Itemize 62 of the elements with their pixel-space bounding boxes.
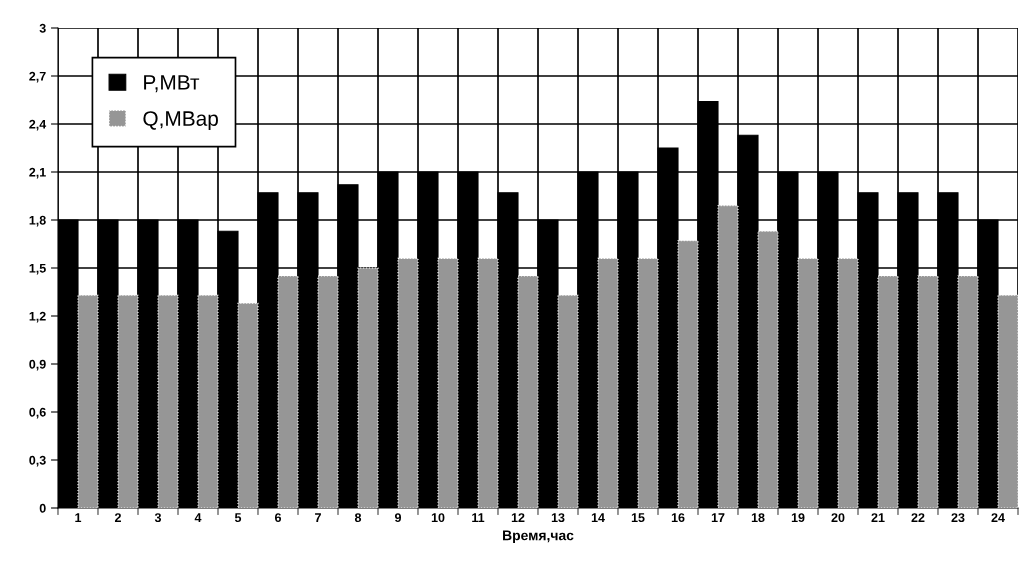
bar (277, 275, 299, 508)
legend-label: P,МВт (144, 75, 200, 93)
bar (437, 257, 459, 508)
x-tick-label: 4 (194, 513, 202, 522)
y-tick-label: 0,3 (29, 455, 46, 467)
x-tick-label: 20 (831, 513, 845, 523)
x-tick-label: 22 (911, 513, 925, 522)
bar (317, 275, 339, 508)
x-tick-label: 14 (591, 513, 605, 522)
y-tick-label: 2,4 (29, 119, 47, 131)
bar (397, 257, 419, 508)
bar (757, 230, 779, 508)
y-tick-label: 3 (39, 23, 46, 33)
y-tick-label: 1,8 (29, 215, 46, 227)
bar (997, 294, 1018, 508)
bar (237, 302, 259, 508)
y-tick-label: 0,6 (29, 407, 46, 419)
legend-label: Q,МВар (143, 111, 218, 131)
x-tick-label: 1 (75, 513, 82, 522)
x-tick-label: 17 (711, 513, 725, 522)
x-tick-label: 23 (951, 513, 965, 523)
y-tick-label: 1,2 (29, 311, 46, 323)
x-tick-label: 15 (631, 513, 645, 523)
x-tick-label: 13 (551, 513, 565, 523)
x-tick-label: 6 (274, 513, 282, 523)
bar (117, 294, 139, 508)
bar (957, 275, 979, 508)
bar (717, 205, 739, 508)
x-tick-label: 3 (154, 513, 162, 523)
bar (917, 275, 939, 508)
y-tick-label: 0,9 (29, 359, 46, 371)
x-tick-label: 2 (114, 513, 121, 522)
x-tick-label: 7 (315, 513, 321, 522)
x-tick-label: 8 (354, 513, 362, 523)
bar (477, 257, 499, 508)
bar (597, 257, 619, 508)
x-tick-label: 24 (991, 513, 1005, 522)
bar (877, 275, 899, 508)
bar (357, 267, 379, 508)
bar (837, 257, 859, 508)
x-tick-label: 19 (791, 513, 805, 523)
y-tick-label: 2,1 (29, 167, 46, 179)
y-tick-label: 1,5 (29, 263, 46, 275)
bar (157, 294, 179, 508)
bar (77, 294, 99, 508)
bar (197, 294, 219, 508)
x-tick-label: 12 (511, 513, 525, 522)
x-tick-label: 10 (431, 513, 445, 523)
x-tick-label: 9 (394, 513, 402, 523)
x-tick-label: 18 (751, 513, 765, 523)
bar (517, 275, 539, 508)
bar (557, 294, 579, 508)
x-axis-title: Время,час (503, 530, 574, 544)
x-tick-label: 21 (871, 513, 885, 522)
bar (637, 257, 659, 508)
x-tick-label: 11 (472, 513, 485, 522)
bar (797, 257, 819, 508)
y-tick-label: 2,7 (29, 71, 46, 83)
y-tick-label: 0 (39, 503, 46, 513)
x-tick-label: 16 (671, 513, 685, 523)
x-tick-label: 5 (234, 513, 242, 523)
bar (677, 240, 699, 508)
